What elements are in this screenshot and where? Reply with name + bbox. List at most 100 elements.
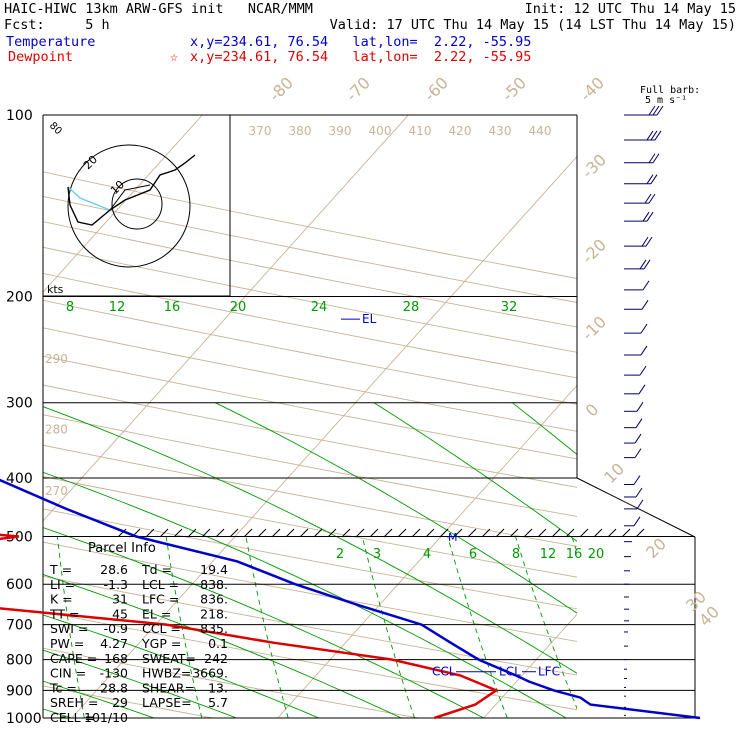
freezing-tick [117,528,127,538]
isotherm-line [43,115,409,522]
parcel-info-value: 218. [200,606,228,621]
wind-barb-flag [652,153,660,164]
el-label: EL [362,312,377,326]
freezing-tick [551,528,561,538]
temperature-legend: Temperature [6,34,96,50]
freezing-tick [271,528,281,538]
theta-e-label: 8 [512,547,520,562]
model-title: HAIC-HIWC 13km ARW-GFS init NCAR/MMM [4,1,313,17]
dry-adiabat [43,685,216,718]
wind-barb-flag [642,211,650,222]
pressure-label: 200 [6,290,33,306]
parcel-info-key: SWI = [50,621,88,636]
m-marker: M [448,531,458,544]
isobar-lines [42,114,696,719]
theta-e-label: 6 [469,547,477,562]
lfc-label: LFC [538,665,560,679]
dry-adiabat [43,508,577,610]
mixing-ratio-line [361,536,415,718]
mixing-ratio-label: 8 [66,300,74,315]
wind-barb-flag [641,300,649,310]
forecast-hour: Fcst: 5 h [4,17,110,33]
wind-barb-flag [648,193,656,204]
wind-barb [624,365,647,376]
wind-barb [624,300,649,310]
freezing-tick [397,528,407,538]
mixing-ratio-line [56,536,85,718]
dewpoint-line [0,533,499,720]
moist-adiabat [43,527,484,718]
freezing-tick [187,528,197,538]
parcel-info-value: 101/10 [84,710,128,725]
parcel-info-value: 168 [104,651,128,666]
dry-adiabat [43,611,577,711]
theta-e-label: 20 [588,547,605,562]
wind-barb [624,236,653,247]
parcel-info-key: LFC = [142,592,179,607]
wind-barb-flag [648,153,656,164]
freezing-tick [439,528,449,538]
dry-adiabat [43,327,577,432]
valid-time: Valid: 17 UTC Thu 14 May 15 (14 LST Thu … [329,17,736,33]
theta-e-label: 4 [423,547,431,562]
wind-barb-flag [634,448,642,458]
wind-barb [624,174,658,185]
wind-barb-flag [650,130,658,141]
lcl-label: LCL [499,665,521,679]
mixing-ratio-label: 32 [501,300,518,315]
theta-label: 290 [45,352,68,366]
ccl-label: CCL [432,665,456,679]
wind-barb [624,323,648,334]
freezing-tick [327,528,337,538]
freezing-tick [383,528,393,538]
freezing-tick [341,528,351,538]
hodograph-inner-trace [109,184,151,211]
parcel-info-value: 242 [204,651,228,666]
dewpoint-star-icon: ☆ [170,49,179,65]
parcel-info-value: 5.7 [208,695,228,710]
wind-barb-flag [646,211,654,222]
theta-label: 280 [45,422,68,436]
parcel-info-value: -1.3 [104,577,128,592]
wind-barb-flag [643,259,651,270]
dewpoint-coords: x,y=234.61, 76.54 lat,lon= 2.22, -55.95 [190,49,532,65]
wind-barb-flag [634,433,642,444]
temperature-line [0,478,701,720]
freezing-tick [145,528,155,538]
wind-barb-flag [642,280,650,291]
freezing-tick [313,528,323,538]
wind-barb [624,211,654,222]
dry-adiabat [43,647,422,718]
isotherm-line [483,613,577,718]
init-time: Init: 12 UTC Thu 14 May 15 [524,1,736,17]
parcel-info-value: 29 [112,695,128,710]
wind-barb [624,193,656,204]
pressure-label: 600 [6,577,33,593]
dry-adiabat [43,299,577,405]
pressure-label: 700 [6,618,33,634]
parcel-info-key: PW = [50,636,84,651]
barb-legend-line2: 5 m s⁻¹ [645,95,688,106]
freezing-tick [299,528,309,538]
pressure-label: 900 [6,683,33,699]
wind-barb-flag [635,487,643,498]
isotherm-line [43,115,203,293]
wind-barb-flag [646,130,654,141]
wind-barb-flag [652,105,660,116]
wind-barb [624,499,644,510]
parcel-info-key: LCL = [142,577,179,592]
wind-barb-flag [656,105,664,116]
parcel-info-value: 0.1 [208,636,228,651]
freezing-tick [537,528,547,538]
freezing-tick [425,528,435,538]
wind-barb [624,433,642,444]
mixing-ratio-label: 16 [164,300,181,315]
parcel-info-key: K = [50,592,73,607]
mixing-ratio-label: 12 [109,300,126,315]
dry-adiabat [43,272,577,379]
wind-barb-flag [639,259,647,270]
pressure-label: 400 [6,471,33,487]
wind-barb [624,448,642,459]
freezing-tick [621,528,631,538]
moist-adiabat [373,402,577,542]
